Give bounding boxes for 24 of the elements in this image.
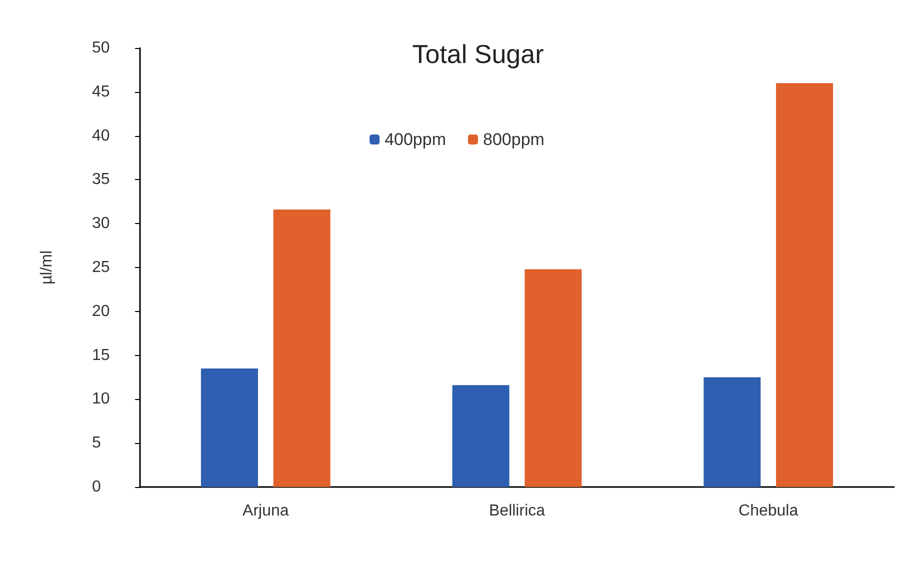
y-tick-label: 15 [92, 346, 110, 364]
y-tick-label: 5 [92, 434, 101, 452]
x-tick-label: Bellirica [488, 502, 546, 520]
y-tick-label: 0 [92, 478, 101, 496]
y-tick-label: 10 [92, 390, 110, 408]
bar [200, 368, 258, 487]
y-tick-label: 35 [92, 171, 110, 188]
y-tick-label: 25 [92, 259, 110, 276]
bar [273, 210, 330, 487]
legend-label: 400ppm [384, 130, 446, 149]
chart-title: Total Sugar [412, 39, 544, 69]
y-tick-label: 40 [92, 127, 110, 144]
y-tick-label: 50 [92, 40, 110, 56]
legend-label: 800ppm [483, 130, 544, 149]
bar [524, 269, 582, 487]
y-tick-label: 20 [92, 302, 110, 320]
y-tick-label: 30 [92, 215, 110, 232]
bar [452, 385, 510, 487]
x-tick-label: Chebula [738, 502, 798, 520]
x-tick-label: Arjuna [242, 502, 289, 520]
y-tick-label: 45 [92, 83, 110, 100]
bar [704, 377, 761, 487]
y-axis-title: µl/ml [38, 250, 56, 285]
bar [776, 83, 834, 487]
